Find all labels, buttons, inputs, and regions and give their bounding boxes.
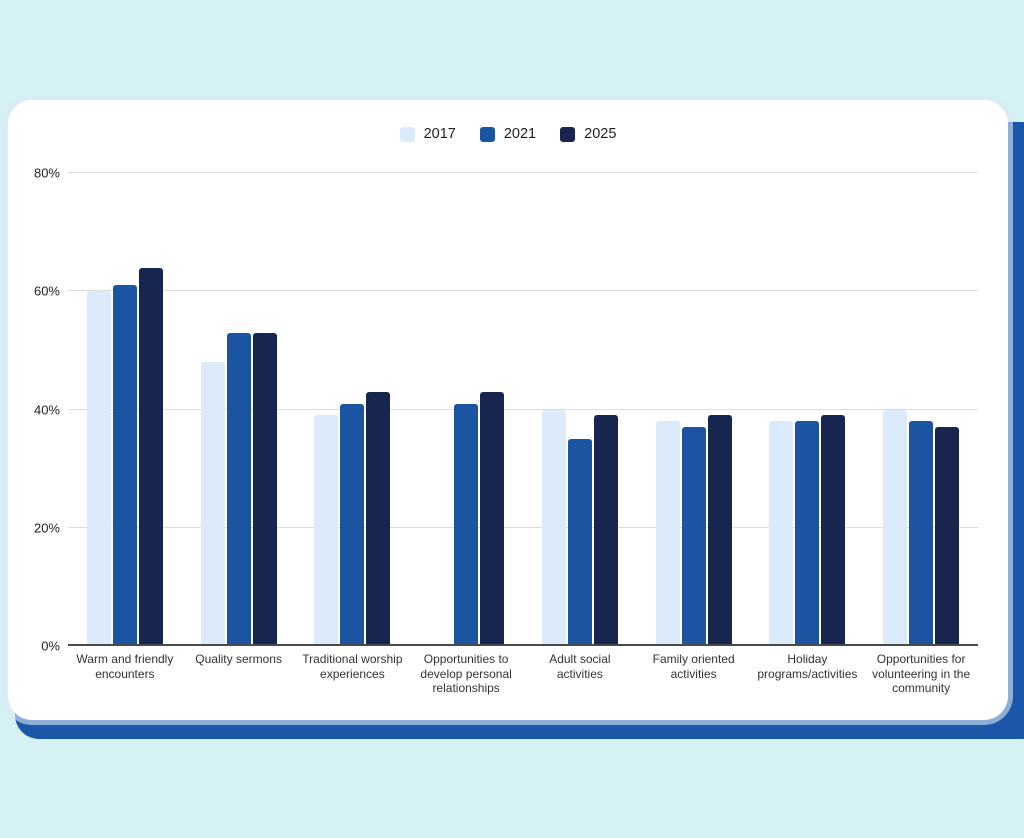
bar-2021 — [567, 439, 592, 646]
bar-2025 — [593, 415, 618, 646]
bar-slot — [821, 173, 846, 646]
bar-2025 — [480, 391, 505, 646]
bar-slot — [200, 173, 225, 646]
bar-2017 — [541, 409, 566, 646]
bar-slot — [769, 173, 794, 646]
bar-2021 — [681, 427, 706, 646]
y-axis-tick-label: 0% — [41, 638, 60, 654]
legend-label: 2025 — [584, 126, 617, 142]
legend-swatch-icon — [479, 126, 495, 142]
bar-groups — [68, 173, 978, 646]
bar-2025 — [252, 332, 277, 646]
bar-slot — [935, 173, 960, 646]
bar-slot — [883, 173, 908, 646]
bar-slot — [909, 173, 934, 646]
y-axis-tick-label: 20% — [33, 520, 60, 536]
gridline — [68, 290, 978, 292]
x-axis-labels: Warm and friendly encounters Quality serm… — [68, 652, 978, 696]
legend-label: 2021 — [503, 126, 537, 142]
bar-slot — [366, 173, 391, 646]
y-axis-tick-label: 40% — [33, 402, 60, 417]
bar-2025 — [707, 415, 732, 646]
plot-wrap: 0% 20% 40% 60% 80% Warm and friendly encount… — [8, 100, 1008, 720]
bar-2025 — [935, 427, 960, 646]
legend-item-2021: 2021 — [479, 126, 537, 142]
gridline — [68, 526, 978, 528]
bar-slot — [340, 173, 365, 646]
x-axis-category-label: Family oriented activities — [652, 652, 735, 681]
bar-slot — [707, 173, 732, 646]
x-axis-baseline — [68, 644, 978, 646]
bar-slot — [252, 173, 277, 646]
legend-swatch-icon — [399, 126, 415, 142]
bar-2017 — [200, 362, 225, 646]
bar-2025 — [821, 415, 846, 646]
x-axis-category-label: Traditional worship experiences — [302, 652, 403, 681]
x-axis-category-label: Holiday programs/activities — [757, 652, 858, 681]
x-axis-category-label: Adult social activities — [549, 652, 611, 681]
bar-group — [637, 173, 751, 646]
x-axis-category-label: Warm and friendly encounters — [76, 652, 174, 681]
bar-slot — [314, 173, 339, 646]
bar-slot — [681, 173, 706, 646]
bar-group — [409, 173, 523, 646]
gridline — [68, 408, 978, 410]
bar-slot — [480, 173, 505, 646]
bar-slot — [541, 173, 566, 646]
bar-group — [68, 173, 182, 646]
legend-item-2025: 2025 — [560, 126, 616, 142]
bar-2017 — [883, 409, 908, 646]
y-axis-tick-label: 80% — [33, 165, 60, 181]
bar-2021 — [454, 403, 479, 646]
x-axis-category-label: Quality sermons — [195, 652, 282, 666]
bar-2017 — [86, 291, 111, 646]
bar-group — [296, 173, 410, 646]
bar-slot — [226, 173, 251, 646]
bar-group — [523, 173, 637, 646]
bar-slot — [655, 173, 680, 646]
bar-slot — [454, 173, 479, 646]
plot-area: 0% 20% 40% 60% 80% — [34, 166, 978, 654]
y-axis-tick-label: 60% — [33, 283, 60, 299]
bar-2021 — [226, 332, 251, 646]
bar-2021 — [112, 285, 137, 646]
bar-2021 — [340, 403, 365, 646]
chart-legend: 2017 2021 2025 — [8, 126, 1008, 142]
bar-2017 — [769, 421, 794, 646]
x-axis-category-label: Opportunities for volunteering in the co… — [872, 652, 971, 696]
bar-slot — [567, 173, 592, 646]
bar-slot — [138, 173, 163, 646]
bar-group — [182, 173, 296, 646]
bar-group — [751, 173, 865, 646]
chart-card: 2017 2021 2025 0% 20% 40% 60% 80% Warm and fri… — [8, 100, 1008, 720]
bar-slot — [86, 173, 111, 646]
x-axis-category-label: Opportunities to develop personal relati… — [420, 652, 512, 696]
bar-2025 — [138, 267, 163, 646]
legend-swatch-icon — [560, 126, 576, 142]
legend-label: 2017 — [423, 126, 456, 142]
gridline — [68, 172, 978, 173]
bar-group — [864, 173, 978, 646]
bar-2021 — [795, 421, 820, 646]
bar-slot — [593, 173, 618, 646]
bar-slot — [795, 173, 820, 646]
bar-slot — [428, 173, 452, 646]
bar-2021 — [909, 421, 934, 646]
legend-item-2017: 2017 — [399, 126, 456, 142]
bar-slot — [112, 173, 137, 646]
bar-2017 — [314, 415, 339, 646]
bar-2017 — [655, 421, 680, 646]
bar-2025 — [366, 391, 391, 646]
